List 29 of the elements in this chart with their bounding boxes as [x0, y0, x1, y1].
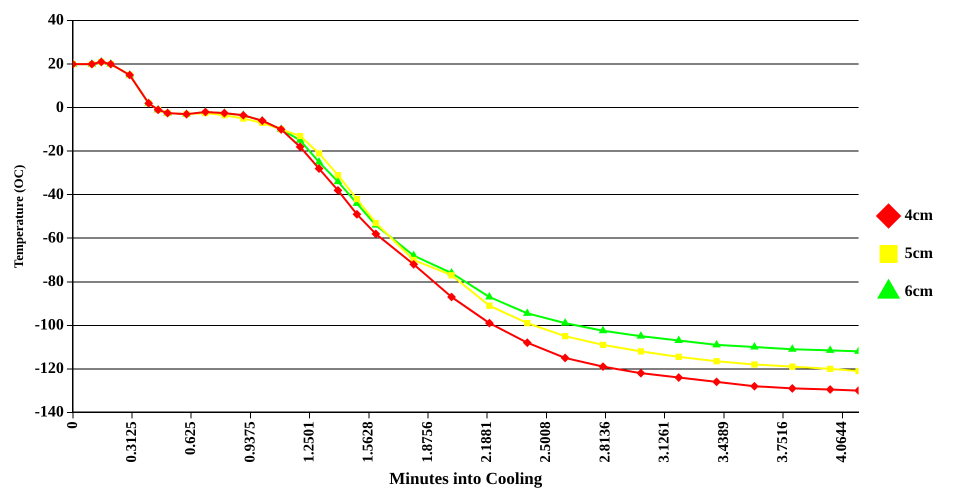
x-tick-label: 3.7516 — [775, 420, 792, 463]
x-tick-label: 1.5628 — [360, 421, 377, 463]
x-tick-label: 2.5008 — [538, 421, 554, 463]
y-tick-label: 20 — [48, 55, 64, 72]
x-tick-label: 1.8756 — [420, 420, 436, 463]
y-tick-label: -140 — [34, 403, 64, 420]
y-tick-label: -80 — [42, 272, 64, 290]
legend-label: 6cm — [904, 283, 934, 300]
x-tick-label: 3.4389 — [716, 421, 732, 463]
x-tick-label: 0.9375 — [242, 421, 258, 463]
x-tick-label: 1.2501 — [301, 421, 318, 463]
y-tick-label: 0 — [56, 98, 64, 116]
y-tick-label: -120 — [34, 360, 64, 377]
x-tick-label: 0.3125 — [124, 421, 140, 463]
y-tick-label: 40 — [48, 12, 64, 29]
x-tick-label: 0 — [64, 421, 81, 429]
x-tick-label: 3.1261 — [656, 421, 673, 463]
legend-label: 5cm — [904, 245, 934, 262]
x-tick-label: 2.8136 — [597, 420, 614, 463]
y-tick-label: -20 — [42, 142, 64, 160]
y-tick-label: -100 — [34, 316, 64, 334]
y-tick-label: -60 — [42, 229, 64, 246]
y-axis-title: Temperature (OC) — [11, 164, 26, 268]
x-tick-label: 0.625 — [183, 421, 200, 456]
x-axis-title: Minutes into Cooling — [389, 469, 543, 488]
x-tick-label: 4.0644 — [834, 420, 850, 463]
legend-label: 4cm — [904, 207, 934, 224]
y-tick-label: -40 — [42, 186, 64, 203]
x-tick-label: 2.1881 — [479, 421, 496, 463]
